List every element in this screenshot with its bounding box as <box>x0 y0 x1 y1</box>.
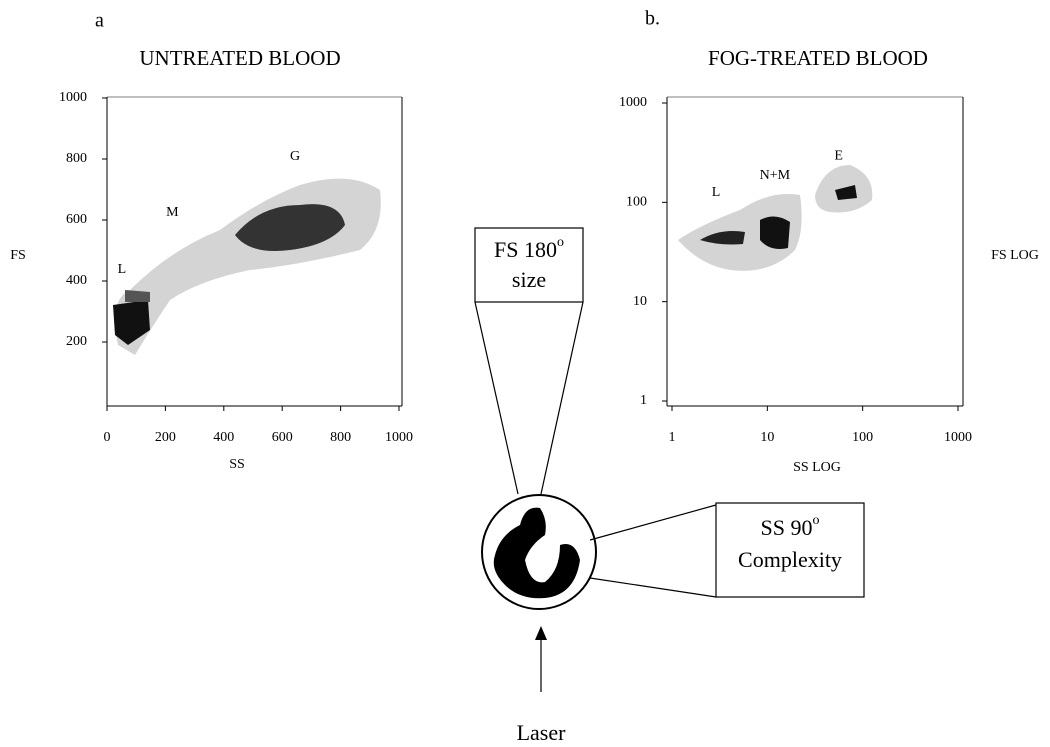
x-tick-label: 400 <box>213 430 234 445</box>
y-tick-label: 1 <box>640 393 647 408</box>
y-tick-label: 100 <box>626 195 647 210</box>
x-tick-label: 1000 <box>385 430 413 445</box>
laser-label: Laser <box>517 720 567 745</box>
x-axis-label: SS <box>229 457 245 472</box>
ss-box-line2: Complexity <box>738 547 842 572</box>
y-tick-label: 1000 <box>619 95 647 110</box>
density-cloud-a <box>113 179 381 355</box>
fs-box-line2: size <box>512 267 546 292</box>
fs-superscript: o <box>557 235 564 250</box>
x-tick-label: 1000 <box>944 430 972 445</box>
y-axis-label: FS LOG <box>991 248 1039 263</box>
y-tick-label: 400 <box>66 273 87 288</box>
x-axis-label: SS LOG <box>793 460 841 475</box>
fs-box-text: FS 180o <box>494 235 564 262</box>
x-tick-label: 100 <box>852 430 873 445</box>
ss-box-text: SS 90o <box>761 513 820 540</box>
cluster-label: L <box>118 262 127 277</box>
x-tick-label: 1 <box>669 430 676 445</box>
y-tick-label: 1000 <box>59 90 87 105</box>
y-tick-label: 600 <box>66 212 87 227</box>
ss-superscript: o <box>812 513 819 528</box>
cluster-label: M <box>166 205 179 220</box>
chart-title: FOG-TREATED BLOOD <box>708 46 928 70</box>
chart-title: UNTREATED BLOOD <box>139 46 340 70</box>
x-tick-label: 800 <box>330 430 351 445</box>
y-tick-label: 800 <box>66 151 87 166</box>
cluster-label: G <box>290 149 300 164</box>
panel-label: a <box>95 10 104 32</box>
y-axis-label: FS <box>10 248 26 263</box>
x-tick-label: 10 <box>760 430 774 445</box>
figure: FS 180o size SS 90o Complexity Laser 020… <box>0 0 1050 747</box>
x-tick-label: 0 <box>104 430 111 445</box>
panel-label: b. <box>645 8 660 30</box>
x-tick-label: 600 <box>272 430 293 445</box>
cluster-label: E <box>834 149 843 164</box>
y-tick-label: 10 <box>633 294 647 309</box>
y-tick-label: 200 <box>66 334 87 349</box>
x-tick-label: 200 <box>155 430 176 445</box>
fs-text: FS 180 <box>494 237 557 262</box>
ss-text: SS 90 <box>761 515 813 540</box>
cluster-label: N+M <box>760 168 791 183</box>
cluster-label: L <box>712 185 721 200</box>
